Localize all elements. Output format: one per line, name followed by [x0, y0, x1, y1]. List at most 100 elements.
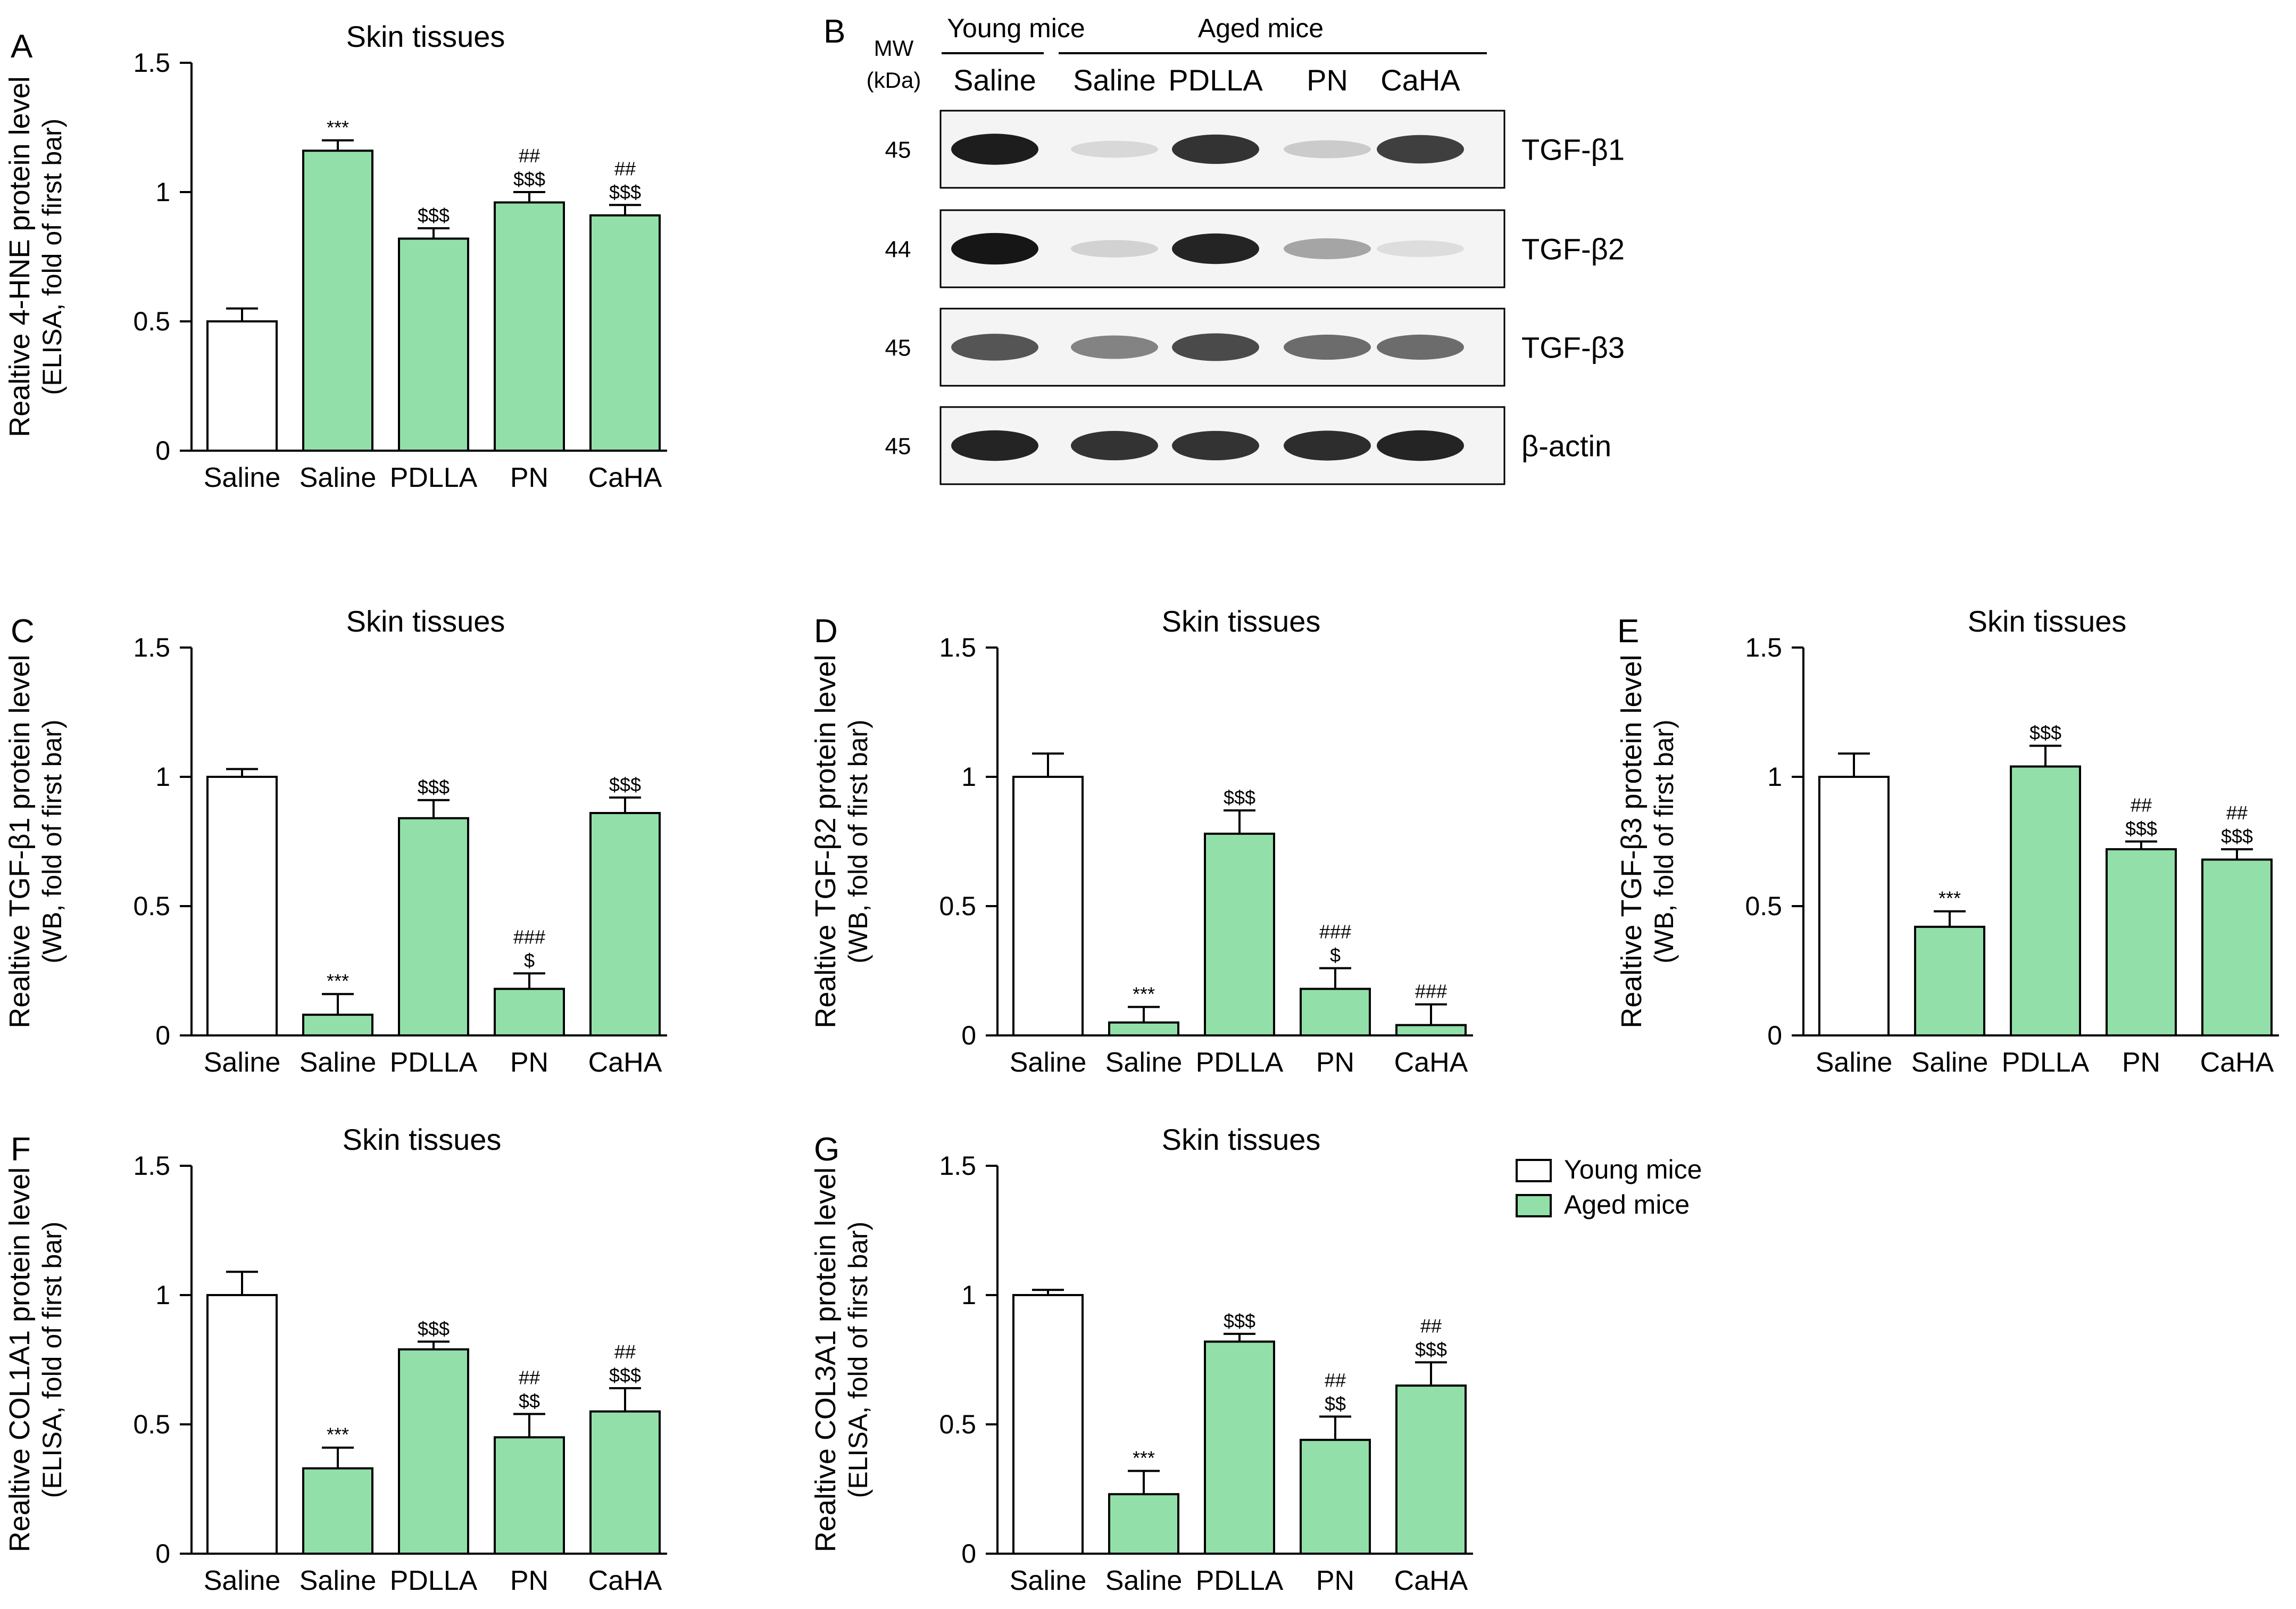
y-axis-label: Realtive TGF-β3 protein level — [1616, 654, 1648, 1028]
significance-mark: *** — [1133, 1447, 1155, 1469]
bar — [302, 1467, 373, 1555]
y-tick-label: 1 — [961, 762, 976, 792]
lane-label: Saline — [1073, 63, 1156, 97]
group-label-aged: Aged mice — [1198, 13, 1324, 43]
chart-panel-c: C Skin tissues 0 0.5 1 1.5 Realtive TGF-β1 pro… — [4, 604, 667, 1078]
x-tick-label: Saline — [204, 1047, 281, 1078]
panel-letter: B — [823, 13, 845, 50]
blot-band — [1071, 335, 1158, 359]
lane-label: Saline — [953, 63, 1036, 97]
significance-mark: ## — [614, 157, 636, 179]
x-tick-label: PDLLA — [390, 462, 478, 493]
x-tick-label: Saline — [1816, 1047, 1893, 1078]
legend-label-young: Young mice — [1564, 1155, 1702, 1184]
y-tick-label: 0 — [155, 1539, 170, 1569]
significance-mark: $$$ — [418, 204, 450, 226]
y-tick-label: 1 — [155, 762, 170, 792]
significance-mark: $$$ — [609, 181, 641, 203]
bar — [206, 320, 278, 452]
x-tick-label: Saline — [1010, 1565, 1087, 1596]
bar — [589, 812, 661, 1037]
x-tick-label: CaHA — [1394, 1047, 1468, 1078]
significance-mark: ## — [1325, 1369, 1346, 1391]
y-tick-label: 1 — [1767, 762, 1782, 792]
significance-mark: *** — [1939, 888, 1961, 909]
significance-mark: $$$ — [418, 1317, 450, 1339]
significance-mark: $ — [524, 949, 535, 971]
bar — [589, 214, 661, 452]
significance-mark: $$$ — [1224, 786, 1255, 808]
significance-mark: $$$ — [418, 776, 450, 798]
significance-mark: $$$ — [2125, 818, 2157, 840]
panel-letter: G — [814, 1131, 839, 1168]
bar — [1914, 925, 1985, 1036]
y-tick-label: 0.5 — [939, 891, 976, 921]
bar — [494, 988, 565, 1037]
x-tick-label: PN — [2122, 1047, 2160, 1078]
x-tick-label: PN — [510, 1047, 548, 1078]
western-blot-panel: B MW (kDa) Young mice Aged mice Saline Saline P… — [823, 13, 1625, 485]
chart-title: Skin tissues — [346, 604, 505, 638]
x-tick-label: PDLLA — [390, 1565, 478, 1596]
significance-mark: $ — [1330, 944, 1341, 966]
lane-label: CaHA — [1380, 63, 1460, 97]
significance-mark: $$$ — [1224, 1310, 1255, 1332]
x-tick-label: PDLLA — [1196, 1047, 1284, 1078]
significance-mark: ## — [614, 1341, 636, 1363]
significance-mark: *** — [1133, 983, 1155, 1005]
bar — [1395, 1024, 1467, 1037]
bar — [494, 1436, 565, 1555]
bar — [1108, 1021, 1179, 1036]
y-tick-label: 0 — [961, 1539, 976, 1569]
chart-title: Skin tissues — [1968, 604, 2127, 638]
blot-band — [1284, 140, 1371, 159]
bar — [1395, 1384, 1467, 1555]
blot-band — [1172, 333, 1259, 361]
x-tick-label: Saline — [1105, 1047, 1183, 1078]
y-tick-label: 0.5 — [133, 1409, 170, 1439]
x-tick-label: Saline — [1010, 1047, 1087, 1078]
y-tick-label: 1 — [961, 1280, 976, 1310]
significance-mark: $$ — [1325, 1392, 1346, 1414]
blot-band — [1377, 135, 1464, 164]
x-tick-label: CaHA — [588, 1565, 662, 1596]
significance-mark: ## — [2226, 802, 2248, 824]
bar — [206, 776, 278, 1036]
x-tick-label: PN — [510, 1565, 548, 1596]
mw-value: 45 — [885, 434, 911, 460]
bar — [398, 1348, 469, 1555]
x-tick-label: PN — [1316, 1565, 1354, 1596]
y-tick-label: 0 — [155, 436, 170, 466]
blot-band — [951, 430, 1038, 461]
blot-band — [1071, 140, 1158, 158]
x-tick-label: Saline — [300, 1047, 377, 1078]
bar — [206, 1294, 278, 1555]
y-tick-label: 0 — [155, 1021, 170, 1050]
y-tick-label: 0 — [1767, 1021, 1782, 1050]
x-tick-label: CaHA — [2200, 1047, 2274, 1078]
y-tick-label: 1 — [155, 1280, 170, 1310]
significance-mark: $$$ — [609, 1364, 641, 1386]
blot-band — [1284, 430, 1371, 461]
bar — [1108, 1493, 1179, 1555]
x-tick-label: Saline — [300, 1565, 377, 1596]
band-label: TGF-β3 — [1521, 331, 1625, 364]
blot-band — [951, 134, 1038, 165]
y-tick-label: 1.5 — [133, 1151, 170, 1181]
significance-mark: $$$ — [2029, 722, 2061, 744]
blot-band — [1071, 240, 1158, 258]
panel-letter: D — [814, 613, 838, 650]
y-tick-label: 1.5 — [1745, 633, 1782, 662]
y-axis-label: Realtive TGF-β1 protein level — [4, 654, 36, 1028]
x-tick-label: Saline — [300, 462, 377, 493]
y-axis-sublabel: (ELISA, fold of first bar) — [37, 119, 67, 395]
y-axis-label: Realtive 4-HNE protein level — [4, 76, 36, 437]
y-tick-label: 0.5 — [133, 891, 170, 921]
bar — [1300, 1439, 1371, 1555]
band-label: TGF-β2 — [1521, 233, 1625, 266]
y-tick-label: 1.5 — [133, 633, 170, 662]
legend: Young mice Aged mice — [1516, 1155, 1702, 1220]
bar — [398, 817, 469, 1036]
bar — [2106, 848, 2177, 1036]
